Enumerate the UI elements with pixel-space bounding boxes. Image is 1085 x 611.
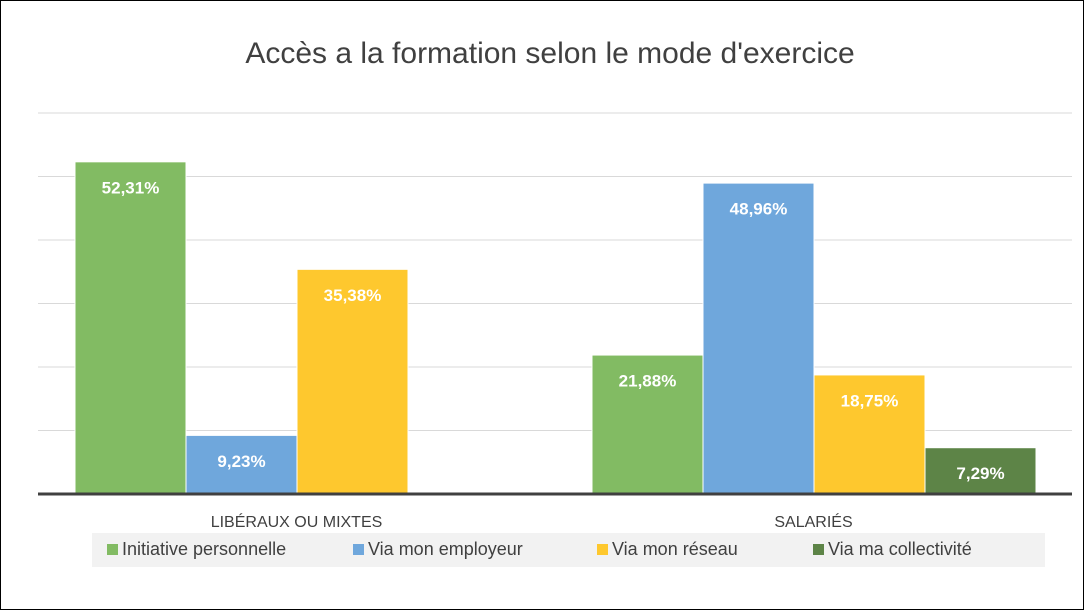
value-label: 52,31% <box>102 178 160 197</box>
x-tick-label: SALARIÉS <box>774 512 852 531</box>
value-label: 18,75% <box>841 391 899 410</box>
value-label: 21,88% <box>619 372 677 391</box>
chart-title: Accès a la formation selon le mode d'exe… <box>245 37 854 70</box>
legend-background <box>92 533 1045 567</box>
legend-label: Initiative personnelle <box>122 539 286 559</box>
bar <box>924 447 1037 495</box>
legend-swatch <box>353 544 364 555</box>
bar <box>74 161 187 495</box>
value-label: 35,38% <box>324 286 382 305</box>
x-tick-label: LIBÉRAUX OU MIXTES <box>211 512 383 531</box>
bar <box>702 182 815 495</box>
value-label: 7,29% <box>956 464 1004 483</box>
legend-swatch <box>597 544 608 555</box>
legend-label: Via mon réseau <box>612 539 738 559</box>
value-label: 48,96% <box>730 200 788 219</box>
legend-label: Via ma collectivité <box>828 539 972 559</box>
legend-label: Via mon employeur <box>368 539 523 559</box>
legend-swatch <box>107 544 118 555</box>
legend-swatch <box>813 544 824 555</box>
value-label: 9,23% <box>217 452 265 471</box>
